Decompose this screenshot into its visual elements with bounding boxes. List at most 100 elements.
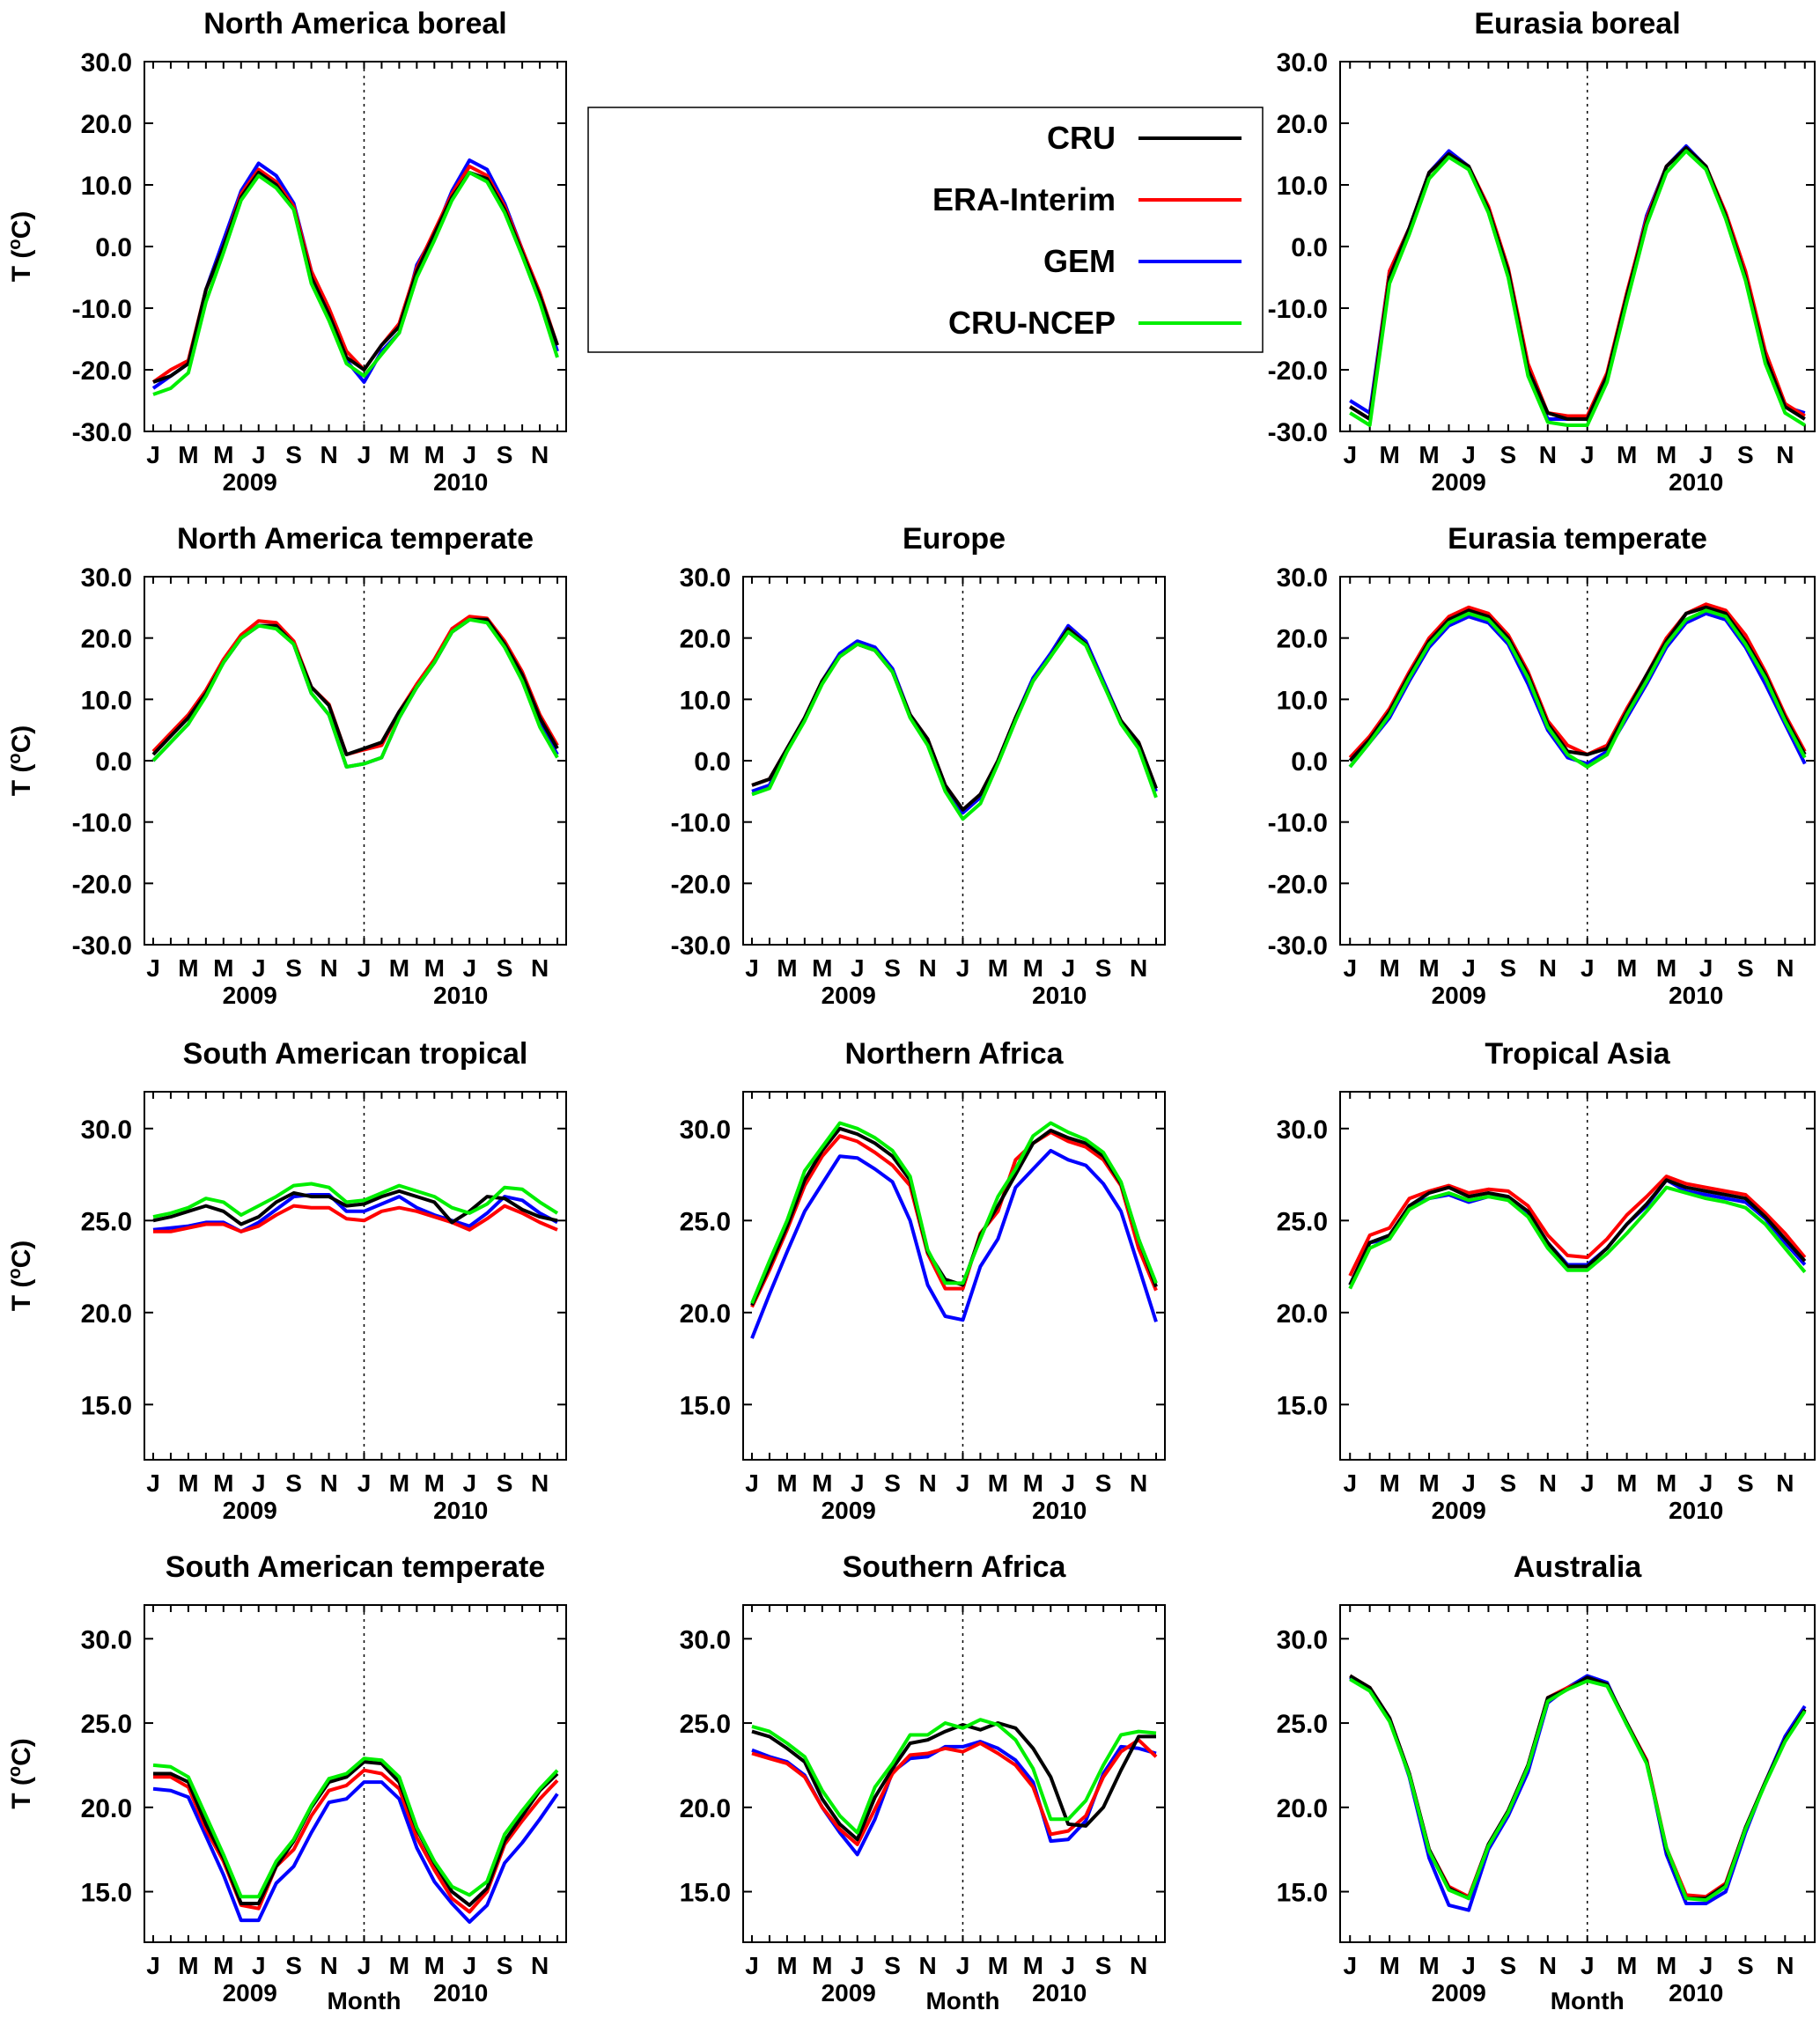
chart-title: South American temperate bbox=[166, 1550, 545, 1584]
series-line-era-interim bbox=[750, 1130, 1158, 1308]
plot-frame bbox=[742, 1091, 1166, 1461]
x-tick-label: N bbox=[1776, 954, 1794, 982]
y-tick-label: 25.0 bbox=[1277, 1207, 1328, 1236]
x-tick-label: M bbox=[178, 1469, 198, 1497]
x-tick-label: M bbox=[1418, 441, 1439, 468]
x-tick-label: M bbox=[1418, 1952, 1439, 1979]
series-line-cru-ncep bbox=[751, 630, 1158, 821]
plot-frame bbox=[1339, 1604, 1816, 1943]
x-tick-label: M bbox=[1617, 1469, 1637, 1497]
y-tick-label: 25.0 bbox=[680, 1207, 731, 1236]
series-line-cru-ncep bbox=[152, 1182, 559, 1219]
chart-title: Eurasia boreal bbox=[1474, 7, 1680, 40]
x-tick-label: M bbox=[213, 1952, 233, 1979]
x-tick-label: M bbox=[1379, 441, 1399, 468]
x-tick-label: N bbox=[1539, 1952, 1557, 1979]
y-tick-label: 10.0 bbox=[1277, 172, 1328, 201]
year-label: 2009 bbox=[822, 1497, 876, 1524]
year-label: 2010 bbox=[1669, 468, 1723, 496]
x-tick-label: N bbox=[1776, 1469, 1794, 1497]
x-tick-label: J bbox=[146, 1952, 160, 1979]
x-tick-label: N bbox=[1776, 441, 1794, 468]
series-line-era-interim bbox=[751, 627, 1158, 812]
chart-title: Eurasia temperate bbox=[1448, 522, 1707, 556]
x-tick-label: S bbox=[285, 1469, 302, 1497]
x-tick-label: J bbox=[851, 1469, 865, 1497]
plot-frame bbox=[144, 576, 567, 946]
y-tick-label: -10.0 bbox=[671, 809, 731, 838]
x-tick-label: S bbox=[1737, 954, 1754, 982]
y-tick-label: 30.0 bbox=[1277, 48, 1328, 77]
y-tick-label: 10.0 bbox=[81, 686, 132, 715]
series-group bbox=[1348, 602, 1807, 769]
x-tick-label: S bbox=[497, 1469, 513, 1497]
x-tick-label: S bbox=[1500, 954, 1517, 982]
x-tick-label: N bbox=[320, 954, 337, 982]
x-tick-label: N bbox=[1130, 1469, 1147, 1497]
year-label: 2010 bbox=[433, 1979, 488, 2007]
x-tick-label: J bbox=[745, 1952, 759, 1979]
series-line-cru bbox=[751, 627, 1158, 812]
year-label: 2010 bbox=[1669, 1497, 1723, 1524]
y-tick-label: 0.0 bbox=[95, 233, 132, 262]
x-tick-label: M bbox=[1617, 441, 1637, 468]
series-line-cru bbox=[1348, 1178, 1807, 1286]
x-tick-label: J bbox=[462, 441, 476, 468]
x-tick-label: J bbox=[1061, 1952, 1075, 1979]
legend-label: CRU-NCEP bbox=[948, 305, 1116, 341]
series-line-gem bbox=[750, 1148, 1158, 1339]
y-tick-label: -10.0 bbox=[1268, 295, 1328, 324]
x-tick-label: M bbox=[213, 954, 233, 982]
year-label: 2009 bbox=[1432, 982, 1486, 1009]
x-tick-label: S bbox=[1737, 1469, 1754, 1497]
y-tick-label: 20.0 bbox=[680, 1300, 731, 1329]
x-tick-label: M bbox=[777, 1469, 797, 1497]
y-tick-label: -20.0 bbox=[671, 870, 731, 899]
x-tick-label: N bbox=[1130, 954, 1147, 982]
series-line-cru-ncep bbox=[751, 1718, 1157, 1835]
chart-panel: North America boreal 30.0 20.0 10.0 0.0 -10.0… bbox=[5, 7, 567, 496]
y-tick-label: -20.0 bbox=[72, 870, 132, 899]
series-line-cru-ncep bbox=[1349, 1677, 1807, 1903]
x-tick-label: S bbox=[285, 954, 302, 982]
series-line-gem bbox=[151, 617, 559, 769]
x-tick-label: M bbox=[389, 1952, 409, 1979]
y-tick-label: 30.0 bbox=[680, 563, 731, 593]
year-label: 2010 bbox=[1032, 1979, 1087, 2007]
y-tick-label: 25.0 bbox=[81, 1710, 132, 1739]
x-tick-label: S bbox=[884, 954, 901, 982]
x-tick-label: J bbox=[1061, 954, 1075, 982]
y-tick-label: 10.0 bbox=[680, 686, 731, 715]
x-tick-label: M bbox=[424, 954, 445, 982]
y-tick-label: -20.0 bbox=[1268, 870, 1328, 899]
chart-panel: South American tropical 30.0 25.0 20.0 15.0 J… bbox=[5, 1037, 567, 1524]
x-tick-label: J bbox=[146, 441, 160, 468]
x-tick-label: S bbox=[285, 441, 302, 468]
x-tick-label: S bbox=[1500, 1952, 1517, 1979]
x-tick-label: M bbox=[812, 954, 832, 982]
series-line-cru-ncep bbox=[1348, 1185, 1807, 1290]
x-tick-label: N bbox=[531, 441, 549, 468]
x-axis-label: Month bbox=[327, 1987, 401, 2014]
x-tick-label: J bbox=[1699, 1952, 1713, 1979]
x-tick-label: J bbox=[745, 1469, 759, 1497]
y-tick-label: 25.0 bbox=[81, 1207, 132, 1236]
x-tick-label: M bbox=[1023, 1952, 1043, 1979]
series-line-cru-ncep bbox=[1348, 608, 1807, 769]
y-tick-label: 20.0 bbox=[1277, 110, 1328, 139]
x-tick-label: M bbox=[213, 1469, 233, 1497]
chart-panel: South American temperate 30.0 25.0 20.0 15.0… bbox=[5, 1550, 567, 2014]
series-group bbox=[1348, 1174, 1807, 1290]
y-tick-label: -30.0 bbox=[1268, 932, 1328, 961]
x-tick-label: J bbox=[1699, 1469, 1713, 1497]
y-tick-label: 30.0 bbox=[1277, 1116, 1328, 1145]
x-tick-label: N bbox=[531, 954, 549, 982]
x-tick-label: J bbox=[1581, 441, 1595, 468]
y-axis-label: T (oC) bbox=[5, 1241, 36, 1312]
year-label: 2010 bbox=[1032, 982, 1087, 1009]
y-tick-label: 0.0 bbox=[1291, 747, 1328, 777]
x-tick-label: S bbox=[497, 1952, 513, 1979]
x-tick-label: M bbox=[1656, 1469, 1676, 1497]
plot-frame bbox=[1339, 61, 1816, 432]
